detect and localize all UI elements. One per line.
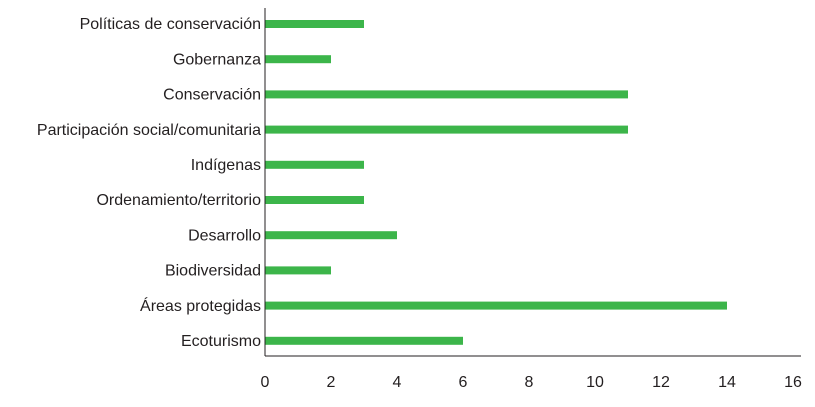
category-label: Gobernanza: [173, 51, 261, 68]
bar: [265, 160, 364, 169]
category-labels: Políticas de conservación Gobernanza Conse…: [37, 16, 261, 350]
bars-group: [265, 20, 727, 345]
bar: [265, 90, 628, 99]
category-label: Ordenamiento/territorio: [96, 192, 261, 209]
category-label: Áreas protegidas: [140, 296, 261, 315]
category-label: Desarrollo: [188, 227, 261, 244]
x-tick-label: 4: [393, 374, 402, 391]
x-tick-label: 2: [327, 374, 336, 391]
x-tick-label: 6: [459, 374, 468, 391]
category-label: Conservación: [163, 87, 261, 104]
bar: [265, 336, 463, 345]
axes: [264, 8, 801, 357]
x-tick-label: 8: [525, 374, 534, 391]
category-label: Indígenas: [191, 157, 261, 174]
bar: [265, 301, 727, 310]
bar: [265, 125, 628, 134]
x-tick-label: 0: [261, 374, 270, 391]
category-label: Ecoturismo: [181, 333, 261, 350]
bar: [265, 231, 397, 240]
x-tick-label: 12: [652, 374, 670, 391]
category-label: Participación social/comunitaria: [37, 122, 261, 139]
x-tick-label: 10: [586, 374, 604, 391]
x-tick-label: 14: [718, 374, 736, 391]
bar: [265, 20, 364, 28]
category-label: Biodiversidad: [165, 263, 261, 280]
category-label: Políticas de conservación: [80, 16, 261, 33]
bar: [265, 196, 364, 204]
bar: [265, 266, 331, 275]
x-tick-labels: 0 2 4 6 8 10 12 14 16: [261, 374, 802, 391]
x-tick-label: 16: [784, 374, 802, 391]
bar: [265, 55, 331, 64]
